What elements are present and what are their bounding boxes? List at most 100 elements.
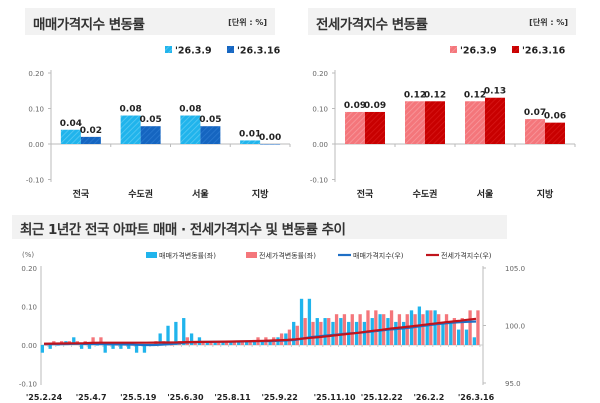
jeonse-ytick-label: 0.10 (312, 106, 328, 114)
sale-change-bar (362, 321, 367, 345)
trend-legend-swatch (246, 252, 257, 258)
sale-change-bar (472, 337, 476, 345)
jeonse-change-bar (99, 337, 103, 345)
sale-change-bar (166, 325, 170, 345)
sale-bar-prev (60, 129, 81, 144)
jeonse-change-bar (295, 325, 299, 345)
sale-change-bar (339, 318, 343, 345)
sale-bar-curr (140, 126, 161, 144)
jeonse-change-bar (44, 345, 48, 346)
jeonse-legend-label: '26.3.9 (460, 46, 497, 57)
jeonse-change-bar (319, 321, 323, 345)
trend-xtick-label: '26.2.2 (413, 393, 444, 402)
sale-bar-prev (240, 140, 261, 144)
sale-change-bar (292, 321, 296, 345)
sale-change-bar (79, 345, 84, 349)
jeonse-change-bar (468, 310, 472, 345)
jeonse-panel-title: 전세가격지수 변동률 (316, 17, 428, 33)
trend-xtick-label: '25.5.19 (120, 393, 157, 402)
sale-change-bar (189, 333, 194, 345)
jeonse-panel-header: 전세가격지수 변동률 [단위 : %] (308, 8, 576, 35)
trend-y2tick-label: 100.0 (505, 323, 525, 331)
jeonse-bar-curr (485, 97, 505, 144)
sale-bar-value-label: 0.04 (60, 119, 82, 129)
sale-ytick-label: 0.10 (28, 106, 44, 114)
sale-change-bar (425, 310, 429, 345)
sale-change-bar (174, 321, 178, 345)
jeonse-bar-value-label: 0.09 (364, 101, 386, 111)
jeonse-legend-swatch (450, 46, 457, 53)
jeonse-change-bar (311, 321, 315, 345)
jeonse-ytick-label: 0.00 (312, 141, 328, 149)
jeonse-bar-curr (365, 111, 385, 144)
sale-change-bar (158, 333, 162, 345)
trend-y-unit: (%) (22, 251, 34, 259)
trend-xtick-label: '25.8.11 (214, 393, 251, 402)
sale-change-bar (213, 341, 217, 345)
jeonse-change-bar (374, 310, 378, 345)
sale-change-bar (394, 321, 398, 345)
jeonse-change-bar (452, 318, 457, 345)
sale-change-bar (433, 310, 437, 345)
sale-change-bar (205, 341, 209, 345)
jeonse-bar-prev (405, 101, 425, 144)
sale-change-bar (72, 337, 76, 345)
sale-change-bar (134, 345, 139, 353)
jeonse-bar-value-label: 0.12 (424, 90, 446, 100)
sale-change-bar (402, 321, 406, 345)
sale-change-bar (449, 321, 453, 345)
trend-xtick-label: '25.9.22 (261, 393, 297, 402)
jeonse-change-bar (413, 314, 417, 345)
trend-xtick-label: '25.11.10 (314, 393, 356, 402)
sale-panel-header: 매매가격지수 변동률 [단위 : %] (25, 8, 275, 35)
sale-bar-value-label: 0.05 (140, 115, 162, 125)
jeonse-legend-label: '26.3.16 (522, 46, 566, 57)
trend-xtick-label: '26.3.16 (458, 393, 495, 402)
jeonse-change-bar (169, 345, 174, 346)
jeonse-change-bar (421, 314, 425, 345)
trend-ytick-label: 0.20 (21, 265, 37, 273)
trend-legend-label: 매매가격지수(우) (353, 251, 404, 260)
jeonse-ytick-label: -0.10 (310, 177, 328, 185)
sale-change-bar (111, 345, 115, 349)
sale-category-label: 서울 (192, 188, 209, 200)
jeonse-category-label: 서울 (477, 188, 494, 200)
jeonse-change-bar (287, 329, 292, 345)
jeonse-bar-value-label: 0.12 (404, 90, 426, 100)
sale-bar-value-label: 0.08 (179, 105, 201, 115)
trend-ytick-label: 0.10 (21, 304, 37, 312)
jeonse-change-bar (444, 314, 449, 345)
sale-change-bar (252, 341, 257, 345)
jeonse-change-bar (232, 341, 237, 345)
trend-panel-header: 최근 1년간 전국 아파트 매매 · 전세가격지수 및 변동률 추이 (12, 215, 507, 239)
trend-legend-label: 전세가격지수(우) (441, 251, 492, 260)
sale-bar-value-label: 0.08 (120, 105, 142, 115)
jeonse-bar-curr (545, 122, 565, 144)
trend-ytick-label: 0.00 (21, 342, 37, 350)
sale-category-label: 지방 (252, 188, 269, 200)
sale-bar-value-label: 0.00 (259, 133, 281, 143)
sale-ytick-label: 0.20 (28, 70, 44, 78)
jeonse-bar-value-label: 0.07 (524, 108, 546, 118)
sale-change-bar (48, 345, 52, 349)
sale-change-bar (268, 341, 272, 345)
jeonse-change-bar (429, 310, 433, 345)
sale-change-bar (260, 341, 264, 345)
sale-change-bar (119, 345, 123, 349)
sale-bar-curr (260, 144, 281, 145)
sale-category-label: 수도권 (128, 188, 153, 200)
jeonse-change-bar (209, 341, 213, 345)
jeonse-change-bar (327, 318, 331, 345)
jeonse-legend-swatch (512, 46, 519, 53)
jeonse-category-label: 전국 (357, 188, 374, 200)
sale-change-bar (441, 321, 445, 345)
sale-change-bar (307, 298, 312, 345)
trend-legend-swatch (146, 252, 157, 258)
jeonse-bar-curr (425, 101, 445, 144)
jeonse-bar-prev (525, 119, 545, 144)
jeonse-bar-prev (345, 111, 365, 144)
sale-bar-value-label: 0.01 (239, 129, 261, 139)
trend-legend-label: 전세가격변동률(좌) (259, 251, 316, 260)
sale-change-bar (237, 341, 241, 345)
jeonse-index-line (43, 317, 477, 345)
